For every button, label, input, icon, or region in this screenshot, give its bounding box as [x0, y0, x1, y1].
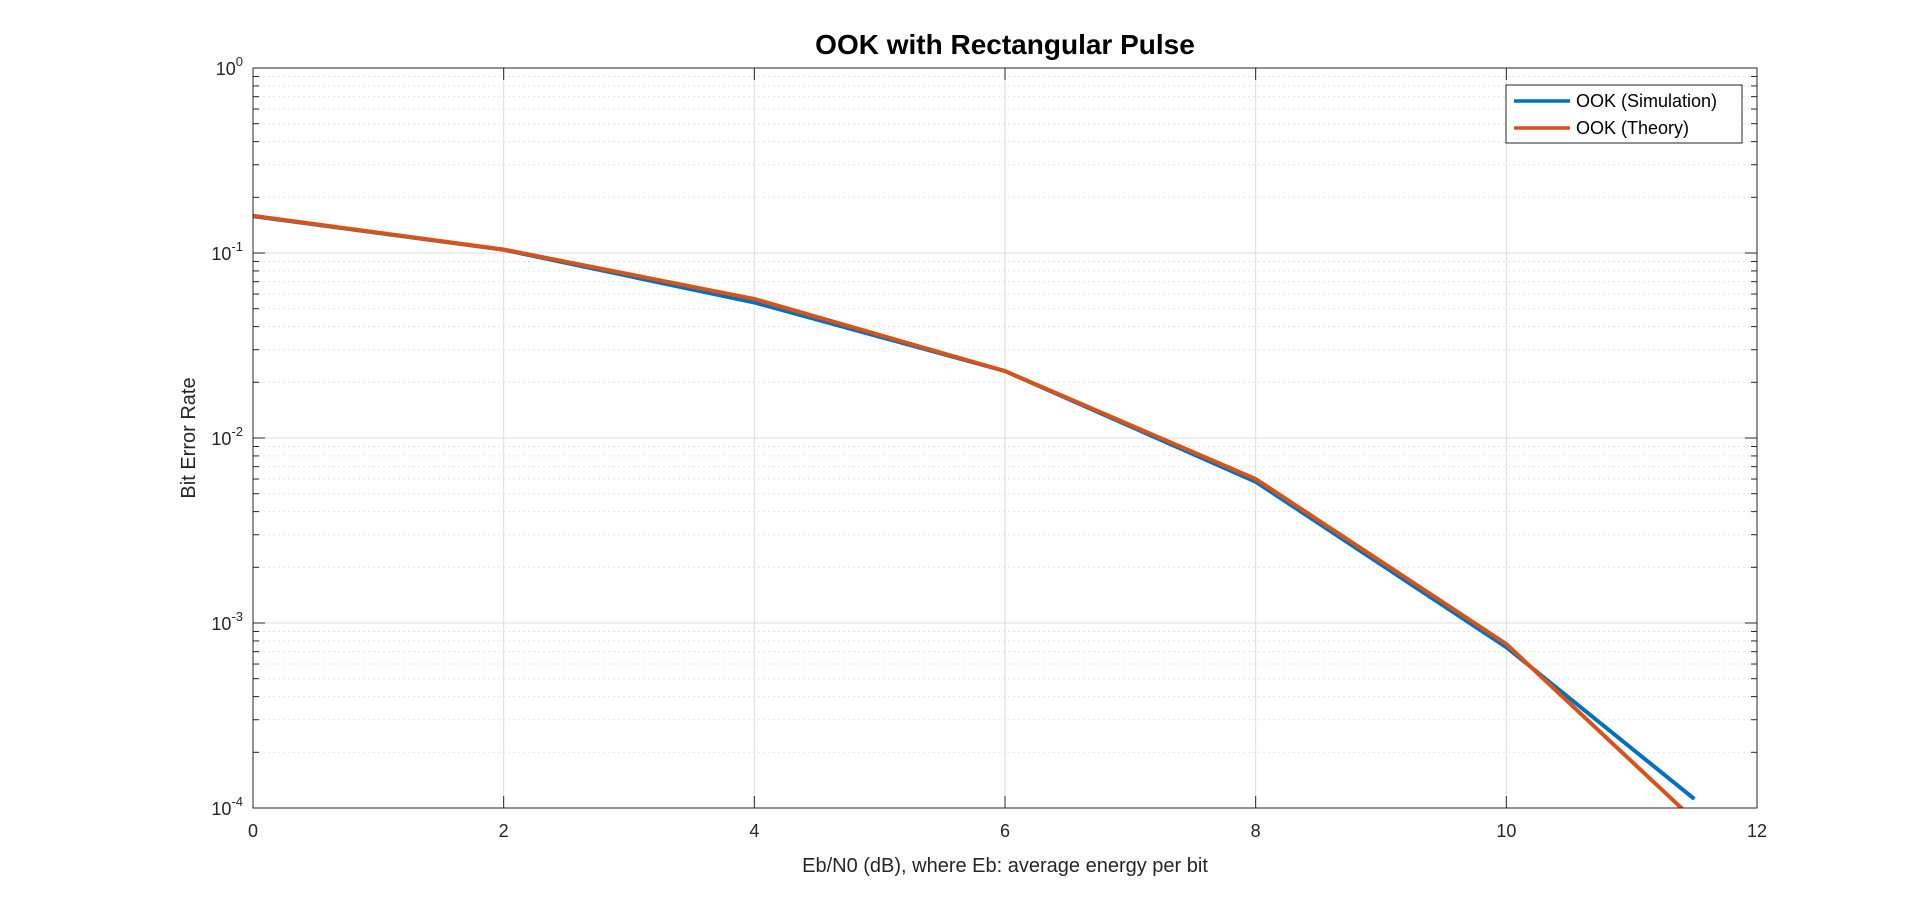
- y-tick-label: 10-2: [211, 424, 243, 449]
- y-tick-exponent: -2: [231, 424, 243, 439]
- y-tick-label: 10-3: [211, 609, 243, 634]
- x-tick-label: 12: [1747, 821, 1767, 841]
- legend-label-simulation: OOK (Simulation): [1576, 91, 1717, 111]
- y-tick-label: 10-4: [211, 794, 243, 819]
- x-tick-labels: 0 2 4 6 8 10 12: [248, 821, 1767, 841]
- x-axis-label: Eb/N0 (dB), where Eb: average energy per…: [802, 855, 1208, 877]
- series-line-theory: [253, 213, 1685, 808]
- y-tick-exponent: -4: [231, 794, 243, 809]
- y-tick-base: 10: [211, 244, 231, 264]
- y-tick-exponent: -3: [231, 609, 243, 624]
- x-tick-label: 10: [1496, 821, 1516, 841]
- x-tick-label: 2: [499, 821, 509, 841]
- y-tick-label: 100: [216, 54, 243, 79]
- x-tick-label: 0: [248, 821, 258, 841]
- y-tick-exponent: 0: [236, 54, 243, 69]
- y-tick-label: 10-1: [211, 239, 243, 264]
- y-tick-base: 10: [216, 59, 236, 79]
- x-tick-label: 4: [749, 821, 759, 841]
- y-axis-label: Bit Error Rate: [178, 377, 200, 498]
- legend: OOK (Simulation) OOK (Theory): [1505, 84, 1743, 144]
- x-tick-label: 8: [1251, 821, 1261, 841]
- tick-marks: [252, 67, 1758, 809]
- y-tick-base: 10: [211, 614, 231, 634]
- chart-title: OOK with Rectangular Pulse: [815, 29, 1195, 60]
- series-line-simulation: [253, 214, 1696, 801]
- legend-box: [1505, 84, 1743, 144]
- x-tick-label: 6: [1000, 821, 1010, 841]
- grid: [252, 67, 1758, 809]
- y-tick-base: 10: [211, 799, 231, 819]
- y-tick-base: 10: [211, 429, 231, 449]
- series-lines: [253, 213, 1696, 808]
- y-tick-exponent: -1: [231, 239, 243, 254]
- legend-label-theory: OOK (Theory): [1576, 118, 1689, 138]
